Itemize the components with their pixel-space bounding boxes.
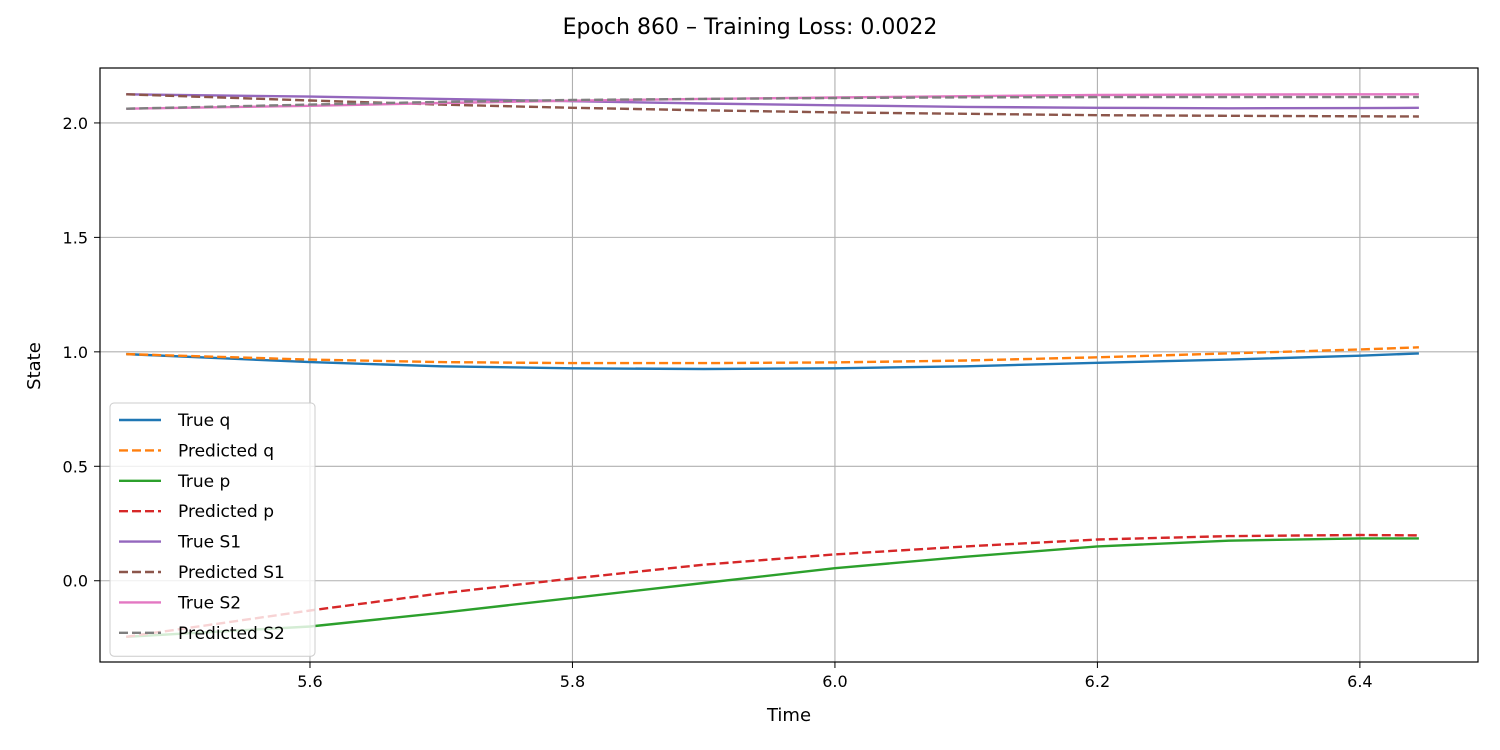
legend-entry-label: Predicted p <box>178 502 274 522</box>
series-line-predicted-s2 <box>126 95 1419 110</box>
y-axis-label: State <box>24 342 45 390</box>
axis-ticks: 5.6 5.8 6.0 6.2 6.4 0.0 0.5 1.0 1.5 2.0 <box>63 114 1373 691</box>
series-line-predicted-s1 <box>126 93 1419 118</box>
y-tick-label: 2.0 <box>63 114 88 133</box>
legend-entry-label: Predicted S1 <box>178 563 285 583</box>
x-axis-label: Time <box>766 705 811 726</box>
series-line-true-q <box>126 352 1419 371</box>
legend-entry-label: True S2 <box>177 593 241 613</box>
legend: True q Predicted q True p Predicted p True S… <box>109 402 316 657</box>
x-tick-label: 6.2 <box>1085 672 1110 691</box>
legend-entry-label: Predicted q <box>178 441 274 461</box>
y-tick-label: 1.0 <box>63 343 88 362</box>
x-tick-label: 6.0 <box>822 672 847 691</box>
series-line-predicted-q <box>126 346 1419 365</box>
series-line-predicted-p <box>126 533 1419 638</box>
legend-entry-label: True p <box>177 472 230 492</box>
y-tick-label: 0.0 <box>63 572 88 591</box>
chart-title: Epoch 860 – Training Loss: 0.0022 <box>563 15 938 40</box>
x-tick-label: 5.8 <box>560 672 585 691</box>
legend-entry-label: Predicted S2 <box>178 624 285 644</box>
plot-frame <box>99 67 1479 663</box>
series-line-true-p <box>126 537 1419 638</box>
series-line-true-s1 <box>126 93 1419 110</box>
x-tick-label: 6.4 <box>1347 672 1372 691</box>
x-tick-label: 5.6 <box>297 672 322 691</box>
series-lines <box>126 93 1419 638</box>
legend-box <box>109 402 316 657</box>
grid <box>100 68 1478 662</box>
legend-entry-label: True q <box>177 411 230 431</box>
legend-entry-label: True S1 <box>177 533 241 553</box>
y-tick-label: 1.5 <box>63 228 88 247</box>
y-tick-label: 0.5 <box>63 457 88 476</box>
